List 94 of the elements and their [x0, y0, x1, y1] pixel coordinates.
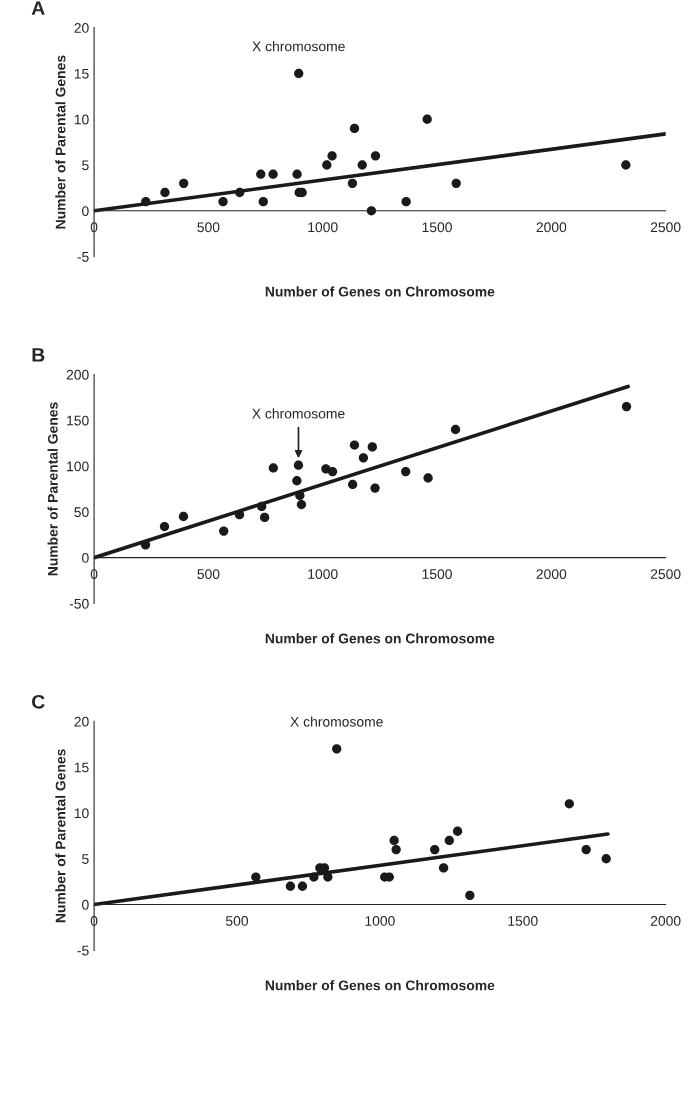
point — [452, 826, 463, 836]
point — [219, 526, 229, 536]
point — [160, 187, 170, 198]
x-tick-label: 1500 — [422, 222, 452, 233]
point — [297, 881, 308, 891]
point — [218, 197, 228, 207]
y-tick-label: 15 — [74, 68, 89, 79]
point — [367, 442, 377, 452]
y-tick-label: 15 — [74, 762, 89, 773]
point — [259, 512, 270, 523]
y-tick-label: 50 — [74, 507, 89, 518]
point — [349, 440, 360, 450]
point — [438, 863, 449, 873]
chart-title: A — [31, 1, 45, 15]
x-tick-label: 500 — [197, 222, 220, 233]
y-axis-title: Number of Parental Genes — [47, 402, 58, 576]
point — [251, 872, 261, 882]
x-tick-label: 1000 — [365, 916, 395, 926]
point — [621, 160, 631, 170]
point — [389, 835, 399, 846]
point — [444, 835, 454, 846]
point — [621, 401, 632, 412]
point — [159, 521, 170, 532]
point — [564, 799, 574, 809]
point — [332, 744, 342, 754]
x-tick-label: 2500 — [650, 569, 681, 579]
x-tick-label: 2000 — [536, 222, 567, 233]
point — [292, 476, 302, 486]
point — [268, 169, 278, 179]
y-tick-label: 0 — [82, 899, 89, 910]
point — [322, 160, 332, 170]
point — [601, 854, 611, 864]
point — [450, 424, 461, 435]
annotation: X chromosome — [252, 408, 345, 419]
x-tick-label: 2500 — [650, 222, 681, 233]
point — [294, 68, 304, 79]
annotation: X chromosome — [252, 41, 345, 52]
point — [370, 483, 380, 493]
point — [327, 151, 337, 161]
point — [256, 169, 266, 179]
point — [370, 151, 381, 161]
point — [258, 197, 268, 207]
point — [292, 169, 302, 179]
point — [293, 460, 304, 470]
point — [581, 844, 591, 855]
x-tick-label: 1000 — [308, 222, 338, 233]
chart-title: B — [32, 348, 45, 362]
x-tick-label: 2000 — [650, 916, 681, 926]
x-tick-label: 500 — [197, 569, 220, 579]
x-axis-title: Number of Genes on Chromosome — [265, 286, 495, 297]
point — [422, 114, 432, 124]
x-axis-title: Number of Genes on Chromosome — [265, 633, 495, 644]
y-tick-label: -5 — [77, 945, 89, 956]
point — [391, 844, 401, 855]
y-axis-title: Number of Parental Genes — [55, 55, 66, 229]
point — [358, 453, 369, 463]
point — [348, 479, 358, 490]
point — [285, 881, 296, 891]
point — [465, 890, 475, 901]
y-tick-label: 5 — [82, 854, 89, 864]
y-tick-label: 5 — [82, 160, 89, 171]
point — [347, 178, 358, 188]
x-tick-label: 1000 — [308, 569, 338, 579]
point — [296, 499, 307, 510]
point — [451, 178, 461, 188]
point — [423, 473, 433, 483]
y-tick-label: 0 — [82, 553, 89, 563]
x-axis-title: Number of Genes on Chromosome — [265, 980, 495, 991]
y-tick-label: -5 — [77, 252, 89, 262]
y-tick-label: -50 — [69, 598, 89, 609]
y-tick-label: 10 — [74, 808, 89, 819]
chart-title: C — [32, 694, 45, 709]
y-tick-label: 20 — [74, 716, 89, 727]
y-tick-label: 200 — [66, 369, 89, 380]
x-tick-label: 500 — [225, 916, 249, 926]
point — [179, 178, 189, 188]
point — [401, 466, 411, 477]
y-axis-title: Number of Parental Genes — [55, 749, 66, 923]
x-tick-label: 2000 — [536, 569, 567, 579]
point — [349, 123, 360, 134]
y-tick-label: 20 — [74, 23, 89, 33]
point — [268, 463, 278, 473]
y-tick-label: 100 — [67, 461, 89, 472]
y-tick-label: 0 — [82, 206, 89, 216]
point — [327, 466, 338, 477]
x-tick-label: 1500 — [422, 569, 452, 579]
point — [430, 844, 440, 855]
point — [357, 160, 367, 170]
y-tick-label: 10 — [74, 114, 89, 125]
point — [401, 197, 411, 207]
y-tick-label: 150 — [67, 415, 89, 426]
point — [178, 511, 189, 522]
x-tick-label: 1500 — [508, 916, 538, 926]
annotation: X chromosome — [290, 716, 383, 727]
